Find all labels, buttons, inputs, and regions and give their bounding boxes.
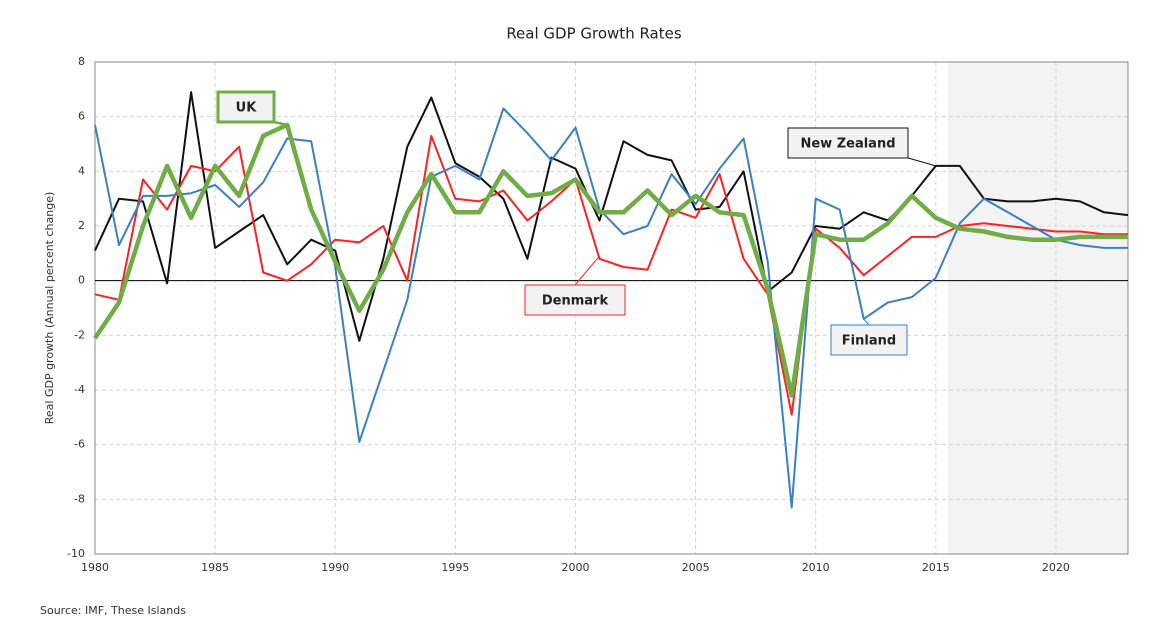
annotation-label: Denmark <box>542 294 609 309</box>
source: Source: IMF, These Islands <box>40 604 186 617</box>
y-tick-label: 8 <box>78 55 85 68</box>
x-tick-label: 2020 <box>1042 561 1070 574</box>
y-tick-label: -6 <box>74 438 85 451</box>
y-tick-label: 2 <box>78 219 85 232</box>
forecast-shade <box>947 62 1128 554</box>
x-tick-label: 2005 <box>682 561 710 574</box>
series-line <box>94 107 1128 509</box>
chart-title: Real GDP Growth Rates <box>506 25 682 43</box>
y-tick-label: 6 <box>78 110 85 123</box>
y-tick-label: -4 <box>74 383 85 396</box>
annotation-connector <box>574 255 600 286</box>
y-tick-label: -8 <box>74 492 85 505</box>
x-tick-label: 1990 <box>321 561 349 574</box>
x-tick-label: 1985 <box>201 561 229 574</box>
y-tick-label: -10 <box>67 547 85 560</box>
x-tick-label: 1995 <box>441 561 469 574</box>
x-tick-label: 2000 <box>561 561 589 574</box>
y-axis-label: Real GDP growth (Annual percent change) <box>43 192 56 425</box>
y-tick-label: 4 <box>78 164 85 177</box>
series-line <box>94 91 1129 342</box>
annotation-box <box>524 284 626 316</box>
plot-frame <box>94 61 1129 555</box>
x-tick-label: 1980 <box>81 561 109 574</box>
x-tick-label: 2015 <box>922 561 950 574</box>
annotation-connector <box>273 120 288 127</box>
series-line <box>93 122 1128 398</box>
annotation-box <box>216 90 276 124</box>
annotation-label: Finland <box>842 334 896 349</box>
annotation-box <box>787 127 909 159</box>
y-tick-label: -2 <box>74 328 85 341</box>
x-tick-label: 2010 <box>802 561 830 574</box>
y-tick-label: 0 <box>78 274 85 287</box>
annotation-label: UK <box>236 101 258 116</box>
annotation-connector <box>907 157 936 167</box>
annotation-box <box>830 324 908 356</box>
annotation-label: New Zealand <box>800 137 895 152</box>
annotation-connector <box>863 318 870 326</box>
